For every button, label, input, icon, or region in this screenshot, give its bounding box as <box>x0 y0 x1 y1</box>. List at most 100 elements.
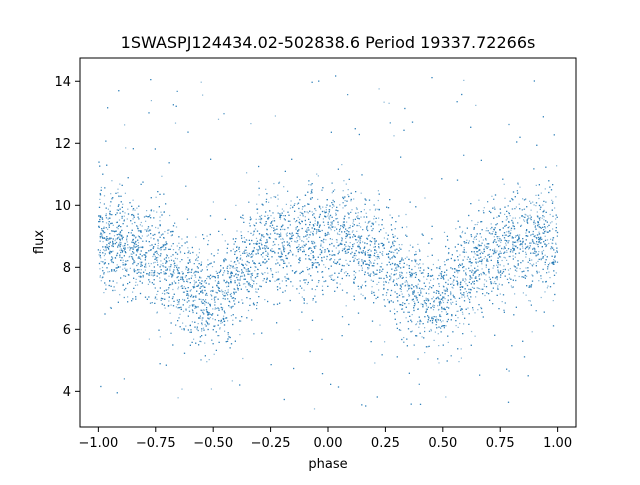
data-point <box>99 237 101 239</box>
data-point <box>269 237 271 239</box>
data-point <box>197 260 199 262</box>
data-point <box>156 312 158 314</box>
data-point <box>168 284 170 286</box>
data-point <box>450 294 452 296</box>
data-point <box>169 312 171 314</box>
data-point <box>314 262 317 264</box>
data-point <box>455 325 457 327</box>
data-point <box>491 195 493 197</box>
data-point <box>375 256 377 258</box>
data-point <box>177 307 179 309</box>
data-point <box>230 315 232 317</box>
data-point <box>159 336 161 338</box>
data-point <box>115 238 117 240</box>
data-point <box>220 322 222 324</box>
data-point <box>396 266 398 268</box>
data-point <box>325 206 327 208</box>
data-point <box>296 203 299 205</box>
data-point <box>408 303 410 305</box>
data-point <box>454 297 456 299</box>
data-point <box>322 206 324 208</box>
data-point <box>358 264 360 266</box>
data-point <box>218 308 220 310</box>
data-point <box>103 249 105 251</box>
data-point <box>145 262 147 264</box>
data-point <box>208 312 210 314</box>
data-point <box>276 259 278 261</box>
data-point <box>546 239 549 241</box>
data-point <box>358 240 360 242</box>
data-point <box>318 264 320 267</box>
data-point <box>466 239 468 241</box>
data-point <box>109 243 111 245</box>
data-point <box>138 269 140 271</box>
data-point <box>174 122 177 124</box>
data-point <box>494 281 496 283</box>
data-point <box>222 293 224 295</box>
data-point <box>113 270 115 272</box>
data-point <box>193 272 195 274</box>
data-point <box>510 229 512 231</box>
data-point <box>186 278 188 280</box>
data-point <box>478 199 480 201</box>
data-point <box>419 321 421 323</box>
data-point <box>355 272 357 274</box>
data-point <box>536 211 538 213</box>
data-point <box>260 242 262 244</box>
data-point <box>295 228 297 231</box>
data-point <box>526 275 528 277</box>
data-point <box>190 289 192 291</box>
data-point <box>506 249 508 252</box>
data-point <box>134 261 136 263</box>
data-point <box>418 326 420 328</box>
data-point <box>118 236 120 238</box>
data-point <box>533 223 535 225</box>
data-point <box>519 217 521 219</box>
data-point <box>551 199 553 201</box>
data-point <box>267 252 269 254</box>
data-point <box>154 261 156 263</box>
data-point <box>105 249 107 251</box>
data-point <box>207 259 209 261</box>
data-point <box>147 228 149 230</box>
data-point <box>127 296 129 298</box>
data-point <box>247 281 249 283</box>
data-point <box>417 292 419 294</box>
data-point <box>355 207 358 209</box>
data-point <box>345 305 347 307</box>
data-point <box>247 231 249 233</box>
data-point <box>179 252 182 254</box>
data-point <box>450 291 452 293</box>
data-point <box>401 244 403 246</box>
data-point <box>537 224 539 226</box>
data-point <box>123 219 125 221</box>
data-point <box>136 284 139 286</box>
data-point <box>234 267 236 269</box>
data-point <box>482 210 484 212</box>
data-point <box>484 244 486 246</box>
data-point <box>157 245 159 247</box>
data-point <box>131 223 133 225</box>
data-point <box>158 248 160 250</box>
data-point <box>474 277 476 279</box>
data-point <box>511 237 513 239</box>
data-point <box>345 245 347 247</box>
data-point <box>208 359 210 361</box>
data-point <box>146 210 148 212</box>
data-point <box>182 310 185 312</box>
data-point <box>551 242 553 244</box>
data-point <box>342 248 344 250</box>
data-point <box>408 293 410 295</box>
data-point <box>502 269 504 271</box>
data-point <box>181 238 183 240</box>
data-point <box>296 241 298 243</box>
data-point <box>192 311 194 313</box>
data-point <box>200 261 203 263</box>
data-point <box>258 249 260 251</box>
data-point <box>534 236 536 238</box>
data-point <box>463 323 465 325</box>
data-point <box>476 269 478 271</box>
data-point <box>468 240 470 242</box>
data-point <box>549 262 551 264</box>
data-point <box>517 183 519 185</box>
